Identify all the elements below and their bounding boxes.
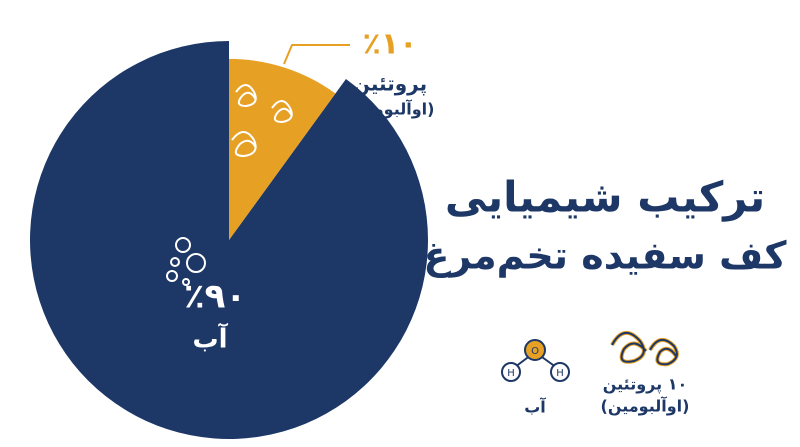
chart-title: ترکیب شیمیایی [445, 173, 765, 223]
pie-slice [30, 41, 429, 440]
leader-line [283, 44, 350, 65]
protein-icon [231, 84, 293, 158]
category-note: (اوآلبومین) [346, 99, 435, 119]
pie-slice [229, 58, 336, 240]
chart-subtitle: کف سفیده تخم‌مرغ [423, 234, 787, 279]
pie [30, 41, 429, 440]
svg-text:H: H [556, 368, 564, 379]
svg-text:H: H [507, 368, 515, 379]
svg-text:O: O [531, 346, 539, 357]
category-label: پروتئین [353, 72, 427, 97]
legend-label: آب [524, 397, 546, 417]
legend-label: ۱۰ پروتئین [603, 375, 687, 395]
category-label: آب [192, 323, 228, 355]
legend-water-icon: O H H [501, 339, 570, 382]
bubbles-icon [166, 237, 206, 286]
legend-note: (اوآلبومین) [601, 396, 690, 416]
value-label: ٪۱۰ [363, 27, 418, 62]
legend-protein-icon [610, 331, 679, 367]
value-label: ٪۹۰ [184, 277, 246, 317]
